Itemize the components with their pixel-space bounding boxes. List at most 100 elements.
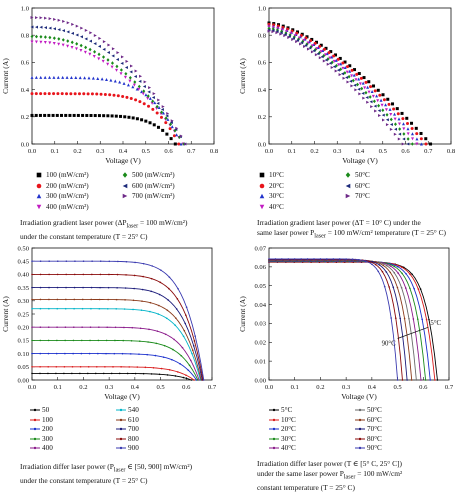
legend-marker — [33, 437, 37, 440]
legend-marker — [272, 427, 276, 431]
data-point — [341, 66, 345, 70]
data-point — [89, 339, 91, 342]
data-point — [166, 374, 169, 376]
data-point — [283, 34, 287, 38]
legend-marker — [345, 183, 351, 188]
data-point — [349, 79, 353, 83]
data-point — [158, 373, 161, 376]
data-point — [197, 379, 199, 381]
data-point — [393, 265, 396, 268]
data-point — [289, 32, 293, 36]
data-point — [160, 269, 162, 271]
data-point — [47, 326, 50, 328]
data-point — [368, 260, 370, 263]
data-point — [279, 32, 283, 36]
data-point — [56, 286, 59, 289]
data-point — [142, 372, 145, 375]
legend-swatch — [116, 418, 126, 421]
data-point — [159, 281, 162, 284]
data-point — [305, 35, 309, 39]
legend-swatch — [116, 437, 126, 440]
data-point — [384, 103, 388, 107]
data-point — [106, 58, 110, 62]
legend-marker — [36, 172, 42, 178]
data-point — [390, 317, 392, 319]
data-point — [70, 45, 74, 49]
data-point — [146, 94, 150, 98]
x-tick-label: 0.7 — [424, 148, 433, 155]
data-point — [165, 317, 168, 320]
legend-label: 20°C — [269, 181, 284, 190]
data-point — [401, 142, 405, 146]
data-point — [123, 326, 125, 329]
data-point — [415, 379, 418, 381]
data-point — [73, 298, 76, 301]
x-tick-label: 0.5 — [142, 148, 151, 155]
x-tick-label: 0.4 — [356, 148, 365, 155]
data-point — [275, 31, 279, 35]
data-point — [48, 26, 52, 30]
data-point — [411, 137, 415, 141]
legend-marker — [119, 427, 123, 431]
x-tick-label: 0.2 — [310, 148, 318, 155]
data-point — [31, 339, 33, 342]
series-70°C — [267, 29, 405, 146]
legend-label: 900 — [128, 444, 139, 453]
data-point — [339, 67, 343, 72]
data-point — [30, 16, 34, 20]
y-tick-label: 0.00 — [254, 377, 266, 384]
data-point — [191, 352, 193, 355]
data-point — [99, 273, 102, 276]
y-tick-label: 0.8 — [258, 33, 267, 40]
data-point — [83, 50, 87, 54]
data-point — [124, 71, 128, 76]
data-point — [125, 59, 129, 63]
data-point — [70, 40, 74, 45]
data-point — [125, 95, 129, 99]
data-point — [39, 339, 42, 342]
data-point — [421, 318, 423, 321]
data-point — [348, 69, 352, 73]
data-point — [359, 76, 363, 80]
data-point — [357, 77, 361, 81]
data-point — [268, 258, 270, 260]
legend-marker — [33, 418, 37, 421]
data-point — [342, 76, 346, 80]
data-point — [85, 113, 89, 117]
chart-2-svg: 0.0 0.1 0.2 0.3 0.4 0.5 0.6 0.7 0.8 0.0 0.2 0.4 0.6 0… — [238, 5, 456, 165]
data-point — [284, 30, 288, 34]
chart-3-legend: 50 100 200 300 400 540 610 700 800 900 — [30, 405, 230, 459]
data-point — [72, 326, 75, 329]
data-point — [146, 97, 150, 101]
series-60°C — [268, 259, 413, 381]
series-40°C — [268, 260, 422, 381]
data-point — [156, 101, 160, 105]
data-point — [147, 104, 151, 108]
data-point — [142, 262, 145, 265]
data-point — [324, 46, 328, 50]
data-point — [279, 31, 283, 35]
data-point — [30, 34, 34, 39]
data-point — [409, 273, 411, 275]
data-point — [419, 131, 423, 135]
data-point — [353, 68, 357, 72]
caption-line: Irradiation gradient laser power (ΔPlase… — [20, 218, 188, 230]
data-point — [106, 326, 109, 329]
caption-line: same laser power Plaser = 100 mW/cm² tem… — [257, 227, 446, 240]
x-tick-label: 0.0 — [265, 148, 274, 155]
caption-line: under the same laser power Plaser = 100 … — [257, 468, 403, 481]
x-tick-label: 0.3 — [342, 384, 351, 391]
legend-marker — [272, 437, 276, 440]
data-point — [102, 372, 105, 375]
x-axis-title: Voltage (V) — [341, 392, 377, 401]
data-point — [125, 260, 128, 263]
caption-line: under the constant temperature (T = 25° … — [20, 476, 148, 486]
data-point — [70, 31, 74, 35]
legend-swatch — [269, 437, 279, 440]
data-point — [157, 105, 161, 109]
data-point — [182, 335, 185, 338]
data-point — [381, 118, 385, 122]
series-90°C — [268, 258, 399, 381]
data-point — [381, 108, 385, 113]
x-tick-label: 0.0 — [265, 384, 274, 391]
